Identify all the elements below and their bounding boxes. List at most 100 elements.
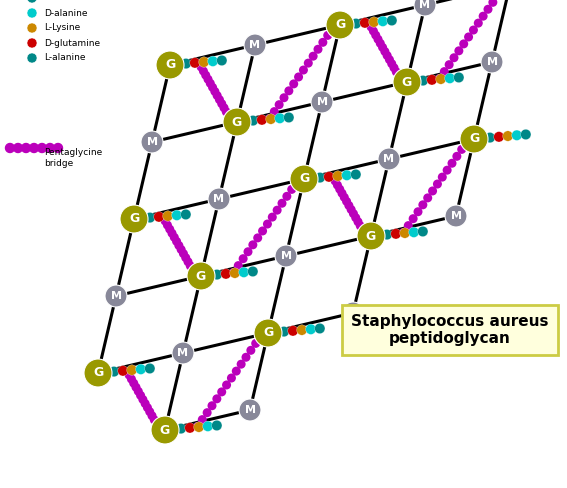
Circle shape [289, 80, 298, 88]
Circle shape [244, 34, 266, 56]
Circle shape [143, 403, 152, 412]
Circle shape [337, 189, 346, 198]
Circle shape [175, 241, 183, 250]
Circle shape [488, 0, 497, 7]
Circle shape [457, 145, 466, 154]
Circle shape [440, 67, 449, 76]
Circle shape [304, 59, 313, 68]
Circle shape [443, 166, 452, 175]
Circle shape [367, 22, 376, 32]
Circle shape [285, 86, 293, 95]
Circle shape [37, 143, 46, 152]
Circle shape [335, 184, 344, 194]
Circle shape [118, 366, 128, 376]
Circle shape [445, 73, 455, 83]
Circle shape [27, 53, 37, 63]
Circle shape [308, 52, 318, 61]
Circle shape [328, 24, 337, 33]
Circle shape [198, 415, 207, 424]
Circle shape [248, 115, 258, 126]
Circle shape [474, 19, 483, 28]
Circle shape [479, 12, 488, 20]
Circle shape [222, 381, 231, 389]
Circle shape [181, 59, 191, 69]
Circle shape [342, 197, 351, 206]
Circle shape [181, 209, 191, 220]
Circle shape [6, 143, 15, 152]
Circle shape [239, 399, 261, 421]
Circle shape [268, 213, 277, 222]
Circle shape [503, 131, 513, 141]
Circle shape [423, 193, 432, 203]
Circle shape [378, 148, 400, 170]
Circle shape [185, 423, 195, 433]
Circle shape [184, 257, 193, 266]
Circle shape [253, 233, 262, 243]
Circle shape [414, 0, 436, 16]
Circle shape [257, 115, 267, 125]
Circle shape [129, 379, 138, 387]
Circle shape [211, 420, 222, 431]
Circle shape [374, 35, 383, 44]
Circle shape [390, 63, 399, 72]
Circle shape [333, 171, 343, 181]
Circle shape [326, 11, 354, 39]
Circle shape [27, 38, 37, 48]
Circle shape [132, 383, 141, 392]
Circle shape [197, 62, 206, 72]
Text: G: G [165, 59, 175, 72]
Circle shape [344, 201, 353, 210]
Text: Pentaglycine
bridge: Pentaglycine bridge [44, 148, 102, 168]
Circle shape [438, 173, 447, 182]
Circle shape [136, 391, 145, 400]
Circle shape [172, 342, 194, 364]
Circle shape [223, 108, 251, 136]
Text: G: G [160, 424, 170, 436]
Circle shape [353, 217, 362, 226]
Circle shape [273, 205, 282, 215]
Circle shape [251, 339, 260, 348]
Circle shape [190, 58, 200, 68]
Circle shape [450, 53, 459, 62]
Circle shape [494, 132, 504, 142]
Circle shape [394, 71, 403, 81]
Circle shape [294, 72, 303, 81]
Circle shape [311, 91, 333, 113]
Circle shape [279, 326, 289, 337]
Circle shape [452, 152, 462, 161]
Circle shape [391, 228, 401, 239]
Circle shape [193, 422, 202, 431]
Text: M: M [486, 57, 497, 67]
Circle shape [376, 39, 385, 48]
Circle shape [198, 57, 209, 67]
Circle shape [418, 76, 428, 86]
Circle shape [208, 401, 217, 410]
Circle shape [274, 100, 284, 109]
Circle shape [387, 59, 396, 68]
Circle shape [383, 51, 392, 60]
Circle shape [141, 399, 150, 408]
Circle shape [215, 95, 224, 104]
Circle shape [109, 366, 119, 377]
Circle shape [150, 415, 159, 425]
Circle shape [134, 387, 143, 396]
Circle shape [400, 228, 410, 238]
Circle shape [351, 213, 360, 222]
Circle shape [208, 56, 218, 66]
Text: L-Lysine: L-Lysine [44, 23, 81, 33]
Circle shape [382, 229, 392, 240]
Text: G: G [196, 269, 206, 283]
Circle shape [239, 267, 249, 278]
Circle shape [201, 71, 210, 80]
Circle shape [138, 395, 147, 404]
Circle shape [248, 266, 258, 277]
Circle shape [172, 210, 182, 221]
Circle shape [154, 424, 163, 432]
Circle shape [248, 240, 257, 249]
Circle shape [152, 419, 161, 428]
Circle shape [361, 229, 369, 239]
Circle shape [217, 99, 226, 108]
Circle shape [485, 132, 495, 143]
Circle shape [156, 51, 184, 79]
Circle shape [350, 169, 361, 180]
